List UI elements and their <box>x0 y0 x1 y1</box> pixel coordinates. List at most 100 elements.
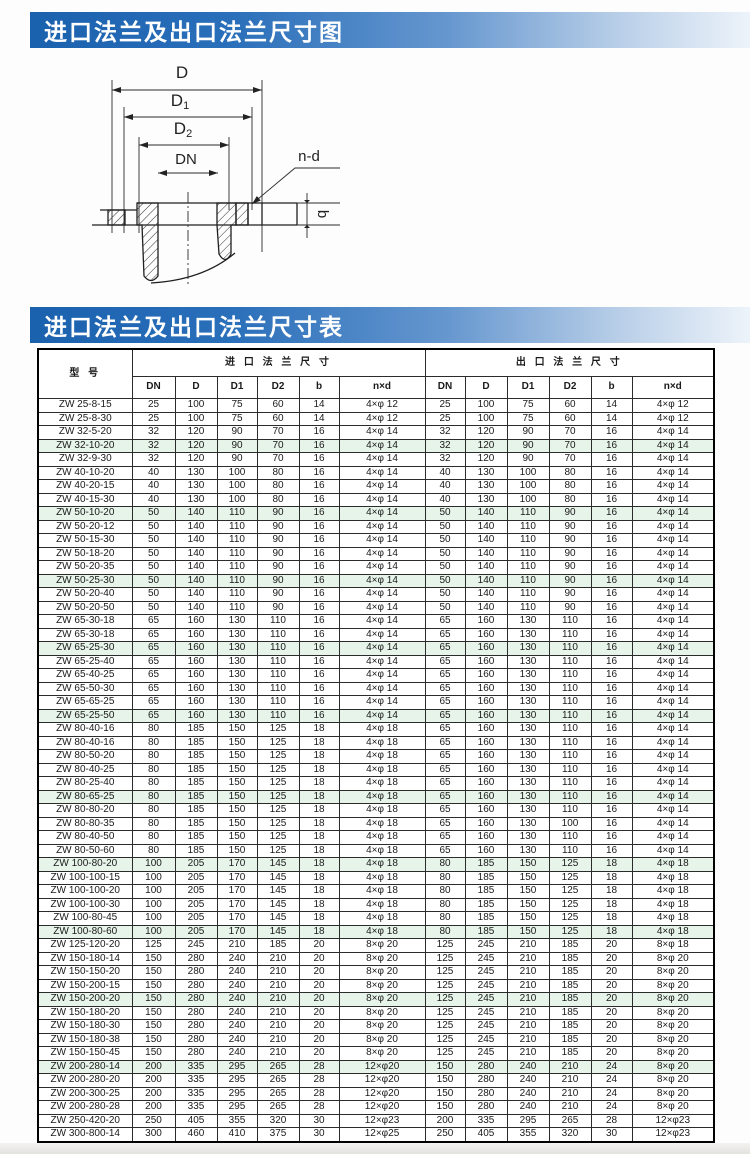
dim-cell: 140 <box>174 506 218 521</box>
dim-cell: 12×φ23 <box>338 1113 426 1128</box>
dim-cell: 170 <box>216 911 258 926</box>
dim-cell: 150 <box>216 830 258 845</box>
dim-cell: 150 <box>216 843 258 858</box>
col-header-inlet-dn: DN <box>131 376 176 399</box>
dim-cell: 16 <box>590 479 633 494</box>
dim-cell: 80 <box>424 870 466 885</box>
dim-cell: 185 <box>464 911 508 926</box>
table-row: ZW 25-8-30 25 100 75 60 14 4×φ 12 25 100 75 60 14 4×… <box>37 411 715 426</box>
dim-cell: 4×φ 14 <box>338 641 426 656</box>
dim-cell: 20 <box>298 992 340 1007</box>
dim-cell: 240 <box>216 992 258 1007</box>
dim-cell: 16 <box>298 479 340 494</box>
dim-cell: 4×φ 18 <box>338 870 426 885</box>
dim-cell: 8×φ 20 <box>338 965 426 980</box>
dim-cell: 140 <box>464 560 508 575</box>
dim-cell: 4×φ 12 <box>338 411 426 426</box>
model-cell: ZW 100-80-60 <box>37 924 133 939</box>
table-row: ZW 65-25-40 65 160 130 110 16 4×φ 14 65 160 130 11… <box>37 654 715 669</box>
dim-cell: 12×φ20 <box>338 1073 426 1088</box>
dim-cell: 120 <box>174 452 218 467</box>
dim-cell: 150 <box>131 992 176 1007</box>
dim-cell: 210 <box>506 965 550 980</box>
dim-cell: 210 <box>548 1086 592 1101</box>
model-cell: ZW 80-40-25 <box>37 762 133 777</box>
dim-cell: 16 <box>590 695 633 710</box>
dim-cell: 16 <box>590 776 633 791</box>
dim-cell: 150 <box>216 803 258 818</box>
dim-cell: 110 <box>548 749 592 764</box>
dim-cell: 125 <box>548 857 592 872</box>
dim-cell: 110 <box>548 681 592 696</box>
dim-cell: 32 <box>131 438 176 453</box>
dim-cell: 265 <box>256 1100 300 1115</box>
dim-cell: 110 <box>216 546 258 561</box>
table-row: ZW 100-80-45 100 205 170 145 18 4×φ 18 80 185 150… <box>37 911 715 926</box>
dim-cell: 4×φ 18 <box>338 762 426 777</box>
dim-cell: 150 <box>216 749 258 764</box>
dim-cell: 14 <box>298 411 340 426</box>
table-row: ZW 100-100-30 100 205 170 145 18 4×φ 18 80 185 15… <box>37 897 715 912</box>
dim-cell: 245 <box>464 1019 508 1034</box>
dim-cell: 110 <box>506 533 550 548</box>
dim-cell: 185 <box>174 830 218 845</box>
dim-cell: 110 <box>256 614 300 629</box>
dim-cell: 110 <box>256 708 300 723</box>
table-row: ZW 200-300-25 200 335 295 265 28 12×φ20 150 280 2… <box>37 1086 715 1101</box>
model-cell: ZW 50-20-12 <box>37 519 133 534</box>
dim-cell: 50 <box>131 546 176 561</box>
dim-cell: 140 <box>464 546 508 561</box>
dim-cell: 120 <box>174 438 218 453</box>
dim-cell: 160 <box>464 789 508 804</box>
dim-cell: 65 <box>424 614 466 629</box>
dim-cell: 16 <box>590 614 633 629</box>
dim-cell: 90 <box>548 573 592 588</box>
dim-cell: 150 <box>216 776 258 791</box>
dim-cell: 130 <box>506 735 550 750</box>
dim-cell: 4×φ 14 <box>631 519 715 534</box>
dim-cell: 125 <box>256 843 300 858</box>
dim-cell: 145 <box>256 911 300 926</box>
dim-cell: 4×φ 14 <box>631 762 715 777</box>
model-cell: ZW 50-15-30 <box>37 533 133 548</box>
table-row: ZW 150-180-14 150 280 240 210 20 8×φ 20 125 245 2… <box>37 951 715 966</box>
dim-cell: 4×φ 18 <box>631 884 715 899</box>
dim-cell: 18 <box>298 803 340 818</box>
dimension-table-wrap: 型 号 进 口 法 兰 尺 寸 出 口 法 兰 尺 寸 DN D D1 D2 b… <box>37 348 716 1143</box>
model-cell: ZW 65-25-50 <box>37 708 133 723</box>
dim-cell: 80 <box>131 762 176 777</box>
dim-cell: 4×φ 14 <box>338 627 426 642</box>
dim-cell: 4×φ 14 <box>338 465 426 480</box>
dim-cell: 110 <box>506 600 550 615</box>
dim-cell: 16 <box>298 681 340 696</box>
dim-cell: 205 <box>174 857 218 872</box>
dim-cell: 240 <box>506 1086 550 1101</box>
dim-cell: 80 <box>131 722 176 737</box>
table-row: ZW 50-20-50 50 140 110 90 16 4×φ 14 50 140 110 90 1… <box>37 600 715 615</box>
dim-cell: 16 <box>590 492 633 507</box>
col-header-outlet-b: b <box>590 376 633 399</box>
dim-cell: 110 <box>216 560 258 575</box>
dim-cell: 210 <box>506 1019 550 1034</box>
dim-cell: 75 <box>506 398 550 413</box>
dim-cell: 40 <box>424 479 466 494</box>
dimension-table: 型 号 进 口 法 兰 尺 寸 出 口 法 兰 尺 寸 DN D D1 D2 b… <box>37 348 716 1143</box>
model-cell: ZW 150-200-20 <box>37 992 133 1007</box>
dim-cell: 185 <box>548 965 592 980</box>
dim-cell: 200 <box>131 1073 176 1088</box>
dim-cell: 100 <box>131 857 176 872</box>
dim-cell: 65 <box>131 695 176 710</box>
dim-cell: 50 <box>424 533 466 548</box>
dim-cell: 4×φ 14 <box>631 600 715 615</box>
dim-cell: 130 <box>506 762 550 777</box>
model-cell: ZW 80-50-20 <box>37 749 133 764</box>
dim-cell: 4×φ 14 <box>631 641 715 656</box>
dim-cell: 30 <box>298 1113 340 1128</box>
dim-cell: 24 <box>590 1100 633 1115</box>
dim-cell: 4×φ 14 <box>338 560 426 575</box>
dim-cell: 130 <box>216 681 258 696</box>
dim-cell: 160 <box>464 654 508 669</box>
model-cell: ZW 80-80-20 <box>37 803 133 818</box>
dim-cell: 110 <box>216 533 258 548</box>
model-cell: ZW 50-18-20 <box>37 546 133 561</box>
